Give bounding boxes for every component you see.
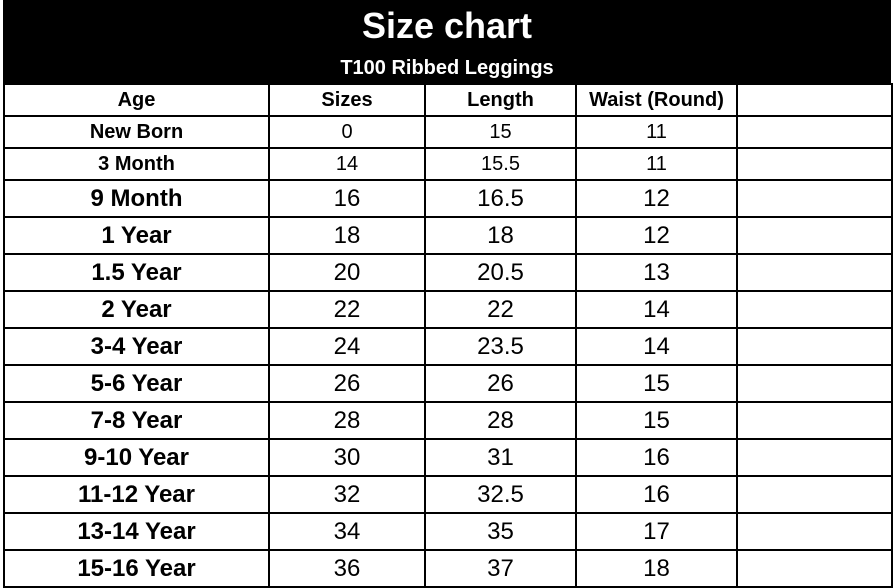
size-table: Age Sizes Length Waist (Round) New Born 0… xyxy=(3,83,893,588)
length-cell: 15.5 xyxy=(424,147,577,181)
waist-cell: 18 xyxy=(575,549,738,588)
empty-cell xyxy=(736,147,893,181)
header-length: Length xyxy=(424,83,577,117)
size-cell: 30 xyxy=(268,438,426,477)
age-cell: 1.5 Year xyxy=(3,253,270,292)
table-row: 9 Month 16 16.5 12 xyxy=(3,179,893,218)
empty-cell xyxy=(736,327,893,366)
age-cell: 11-12 Year xyxy=(3,475,270,514)
header-empty xyxy=(736,83,893,117)
size-cell: 24 xyxy=(268,327,426,366)
waist-cell: 15 xyxy=(575,401,738,440)
size-cell: 34 xyxy=(268,512,426,551)
length-cell: 15 xyxy=(424,115,577,149)
age-cell: New Born xyxy=(3,115,270,149)
waist-cell: 14 xyxy=(575,290,738,329)
table-row: 3-4 Year 24 23.5 14 xyxy=(3,327,893,366)
empty-cell xyxy=(736,364,893,403)
table-row: 1.5 Year 20 20.5 13 xyxy=(3,253,893,292)
size-cell: 14 xyxy=(268,147,426,181)
empty-cell xyxy=(736,438,893,477)
empty-cell xyxy=(736,179,893,218)
size-cell: 26 xyxy=(268,364,426,403)
empty-cell xyxy=(736,401,893,440)
table-row: 1 Year 18 18 12 xyxy=(3,216,893,255)
size-cell: 0 xyxy=(268,115,426,149)
product-subtitle: T100 Ribbed Leggings xyxy=(340,57,554,79)
waist-cell: 11 xyxy=(575,115,738,149)
waist-cell: 16 xyxy=(575,475,738,514)
empty-cell xyxy=(736,115,893,149)
empty-cell xyxy=(736,549,893,588)
table-header-row: Age Sizes Length Waist (Round) xyxy=(3,83,893,117)
size-cell: 18 xyxy=(268,216,426,255)
waist-cell: 12 xyxy=(575,216,738,255)
length-cell: 31 xyxy=(424,438,577,477)
table-row: 2 Year 22 22 14 xyxy=(3,290,893,329)
header-age: Age xyxy=(3,83,270,117)
length-cell: 35 xyxy=(424,512,577,551)
size-cell: 22 xyxy=(268,290,426,329)
header-waist: Waist (Round) xyxy=(575,83,738,117)
header-sizes: Sizes xyxy=(268,83,426,117)
page-title: Size chart xyxy=(361,5,533,46)
length-cell: 28 xyxy=(424,401,577,440)
size-cell: 36 xyxy=(268,549,426,588)
length-cell: 32.5 xyxy=(424,475,577,514)
empty-cell xyxy=(736,216,893,255)
size-cell: 20 xyxy=(268,253,426,292)
waist-cell: 12 xyxy=(575,179,738,218)
length-cell: 26 xyxy=(424,364,577,403)
length-cell: 37 xyxy=(424,549,577,588)
empty-cell xyxy=(736,253,893,292)
table-row: 7-8 Year 28 28 15 xyxy=(3,401,893,440)
table-row: 5-6 Year 26 26 15 xyxy=(3,364,893,403)
length-cell: 23.5 xyxy=(424,327,577,366)
waist-cell: 17 xyxy=(575,512,738,551)
age-cell: 7-8 Year xyxy=(3,401,270,440)
length-cell: 22 xyxy=(424,290,577,329)
age-cell: 3-4 Year xyxy=(3,327,270,366)
table-row: 11-12 Year 32 32.5 16 xyxy=(3,475,893,514)
title-banner: Size chart T100 Ribbed Leggings xyxy=(3,0,891,83)
empty-cell xyxy=(736,475,893,514)
age-cell: 9 Month xyxy=(3,179,270,218)
age-cell: 9-10 Year xyxy=(3,438,270,477)
age-cell: 3 Month xyxy=(3,147,270,181)
table-row: 15-16 Year 36 37 18 xyxy=(3,549,893,588)
table-row: 13-14 Year 34 35 17 xyxy=(3,512,893,551)
table-row: 9-10 Year 30 31 16 xyxy=(3,438,893,477)
size-cell: 28 xyxy=(268,401,426,440)
age-cell: 5-6 Year xyxy=(3,364,270,403)
size-cell: 16 xyxy=(268,179,426,218)
age-cell: 13-14 Year xyxy=(3,512,270,551)
waist-cell: 15 xyxy=(575,364,738,403)
waist-cell: 16 xyxy=(575,438,738,477)
waist-cell: 14 xyxy=(575,327,738,366)
size-cell: 32 xyxy=(268,475,426,514)
empty-cell xyxy=(736,512,893,551)
empty-cell xyxy=(736,290,893,329)
table-row: New Born 0 15 11 xyxy=(3,115,893,149)
table-row: 3 Month 14 15.5 11 xyxy=(3,147,893,181)
age-cell: 2 Year xyxy=(3,290,270,329)
age-cell: 1 Year xyxy=(3,216,270,255)
age-cell: 15-16 Year xyxy=(3,549,270,588)
waist-cell: 13 xyxy=(575,253,738,292)
waist-cell: 11 xyxy=(575,147,738,181)
length-cell: 20.5 xyxy=(424,253,577,292)
length-cell: 16.5 xyxy=(424,179,577,218)
length-cell: 18 xyxy=(424,216,577,255)
